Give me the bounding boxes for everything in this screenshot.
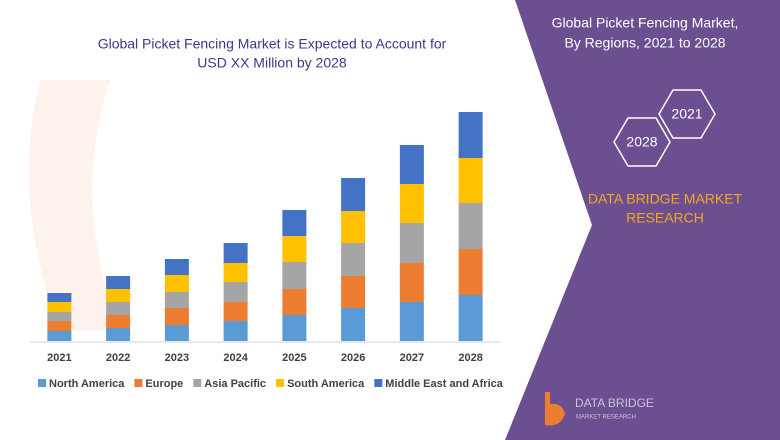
bar-segment bbox=[341, 308, 366, 341]
brand-text: RESEARCH bbox=[626, 210, 704, 226]
x-tick-label: 2027 bbox=[400, 352, 424, 364]
bar-segment bbox=[223, 243, 248, 263]
hexagon-label: 2021 bbox=[671, 106, 702, 122]
bar-segment bbox=[106, 276, 131, 289]
logo: DATA BRIDGE MARKET RESEARCH bbox=[545, 392, 654, 426]
legend-swatch bbox=[276, 379, 285, 387]
bar-segment bbox=[47, 331, 72, 341]
x-tick-label: 2028 bbox=[458, 352, 482, 364]
bar-segment bbox=[164, 308, 189, 325]
x-tick-label: 2026 bbox=[341, 352, 365, 364]
legend-swatch bbox=[193, 379, 202, 387]
right-panel bbox=[505, 0, 780, 440]
bar-segment bbox=[223, 302, 248, 321]
bar-segment bbox=[282, 315, 307, 341]
bar-segment bbox=[458, 158, 483, 203]
bar-segment bbox=[341, 276, 366, 308]
bar-segment bbox=[223, 321, 248, 341]
bar-segment bbox=[282, 236, 307, 262]
chart-title: Global Picket Fencing Market is Expected… bbox=[98, 36, 447, 52]
brand-text: DATA BRIDGE MARKET bbox=[588, 191, 743, 207]
legend-label: Asia Pacific bbox=[204, 378, 266, 390]
legend-label: North America bbox=[49, 378, 125, 390]
legend-label: South America bbox=[287, 378, 365, 390]
bar-segment bbox=[399, 263, 424, 302]
bar-segment bbox=[47, 321, 72, 331]
x-tick-label: 2024 bbox=[223, 352, 248, 364]
logo-name: DATA BRIDGE bbox=[575, 396, 654, 410]
legend-label: Europe bbox=[145, 378, 183, 390]
x-tick-label: 2023 bbox=[165, 352, 189, 364]
bar-segment bbox=[106, 315, 131, 328]
x-tick-label: 2022 bbox=[106, 352, 130, 364]
legend-label: Middle East and Africa bbox=[385, 378, 503, 390]
bar-segment bbox=[458, 203, 483, 249]
bar-segment bbox=[106, 328, 131, 341]
chart-title: USD XX Million by 2028 bbox=[197, 55, 347, 71]
hexagon bbox=[658, 89, 716, 139]
bar-segment bbox=[223, 282, 248, 302]
logo-icon bbox=[545, 392, 565, 426]
bar-segment bbox=[47, 293, 72, 302]
legend-swatch bbox=[134, 379, 143, 387]
panel-title: Global Picket Fencing Market, bbox=[552, 15, 739, 31]
bar-segment bbox=[399, 223, 424, 263]
bar-segment bbox=[282, 262, 307, 289]
bar-segment bbox=[282, 210, 307, 236]
x-tick-label: 2021 bbox=[47, 352, 71, 364]
x-tick-label: 2025 bbox=[282, 352, 306, 364]
hexagon bbox=[613, 117, 671, 167]
bar-segment bbox=[282, 289, 307, 315]
bar-segment bbox=[341, 178, 366, 211]
bar-segment bbox=[106, 302, 131, 315]
logo-tagline: MARKET RESEARCH bbox=[576, 415, 636, 421]
bar-segment bbox=[458, 249, 483, 295]
bar-segment bbox=[106, 289, 131, 302]
legend-swatch bbox=[38, 379, 46, 387]
panel-title: By Regions, 2021 to 2028 bbox=[564, 35, 725, 51]
bar-segment bbox=[164, 292, 189, 308]
bar-segment bbox=[341, 211, 366, 243]
bar-segment bbox=[164, 325, 189, 341]
bar-segment bbox=[164, 259, 189, 275]
bar-segment bbox=[399, 145, 424, 184]
bar-segment bbox=[341, 243, 366, 276]
bar-segment bbox=[47, 302, 72, 312]
bar-segment bbox=[458, 112, 483, 158]
bar-segment bbox=[223, 263, 248, 282]
watermark bbox=[28, 80, 120, 330]
bar-segment bbox=[47, 312, 72, 321]
hexagon-label: 2028 bbox=[626, 134, 657, 150]
bar-segment bbox=[399, 184, 424, 223]
legend-swatch bbox=[374, 379, 383, 387]
bar-segment bbox=[458, 295, 483, 341]
bar-segment bbox=[399, 302, 424, 341]
bar-segment bbox=[164, 275, 189, 292]
